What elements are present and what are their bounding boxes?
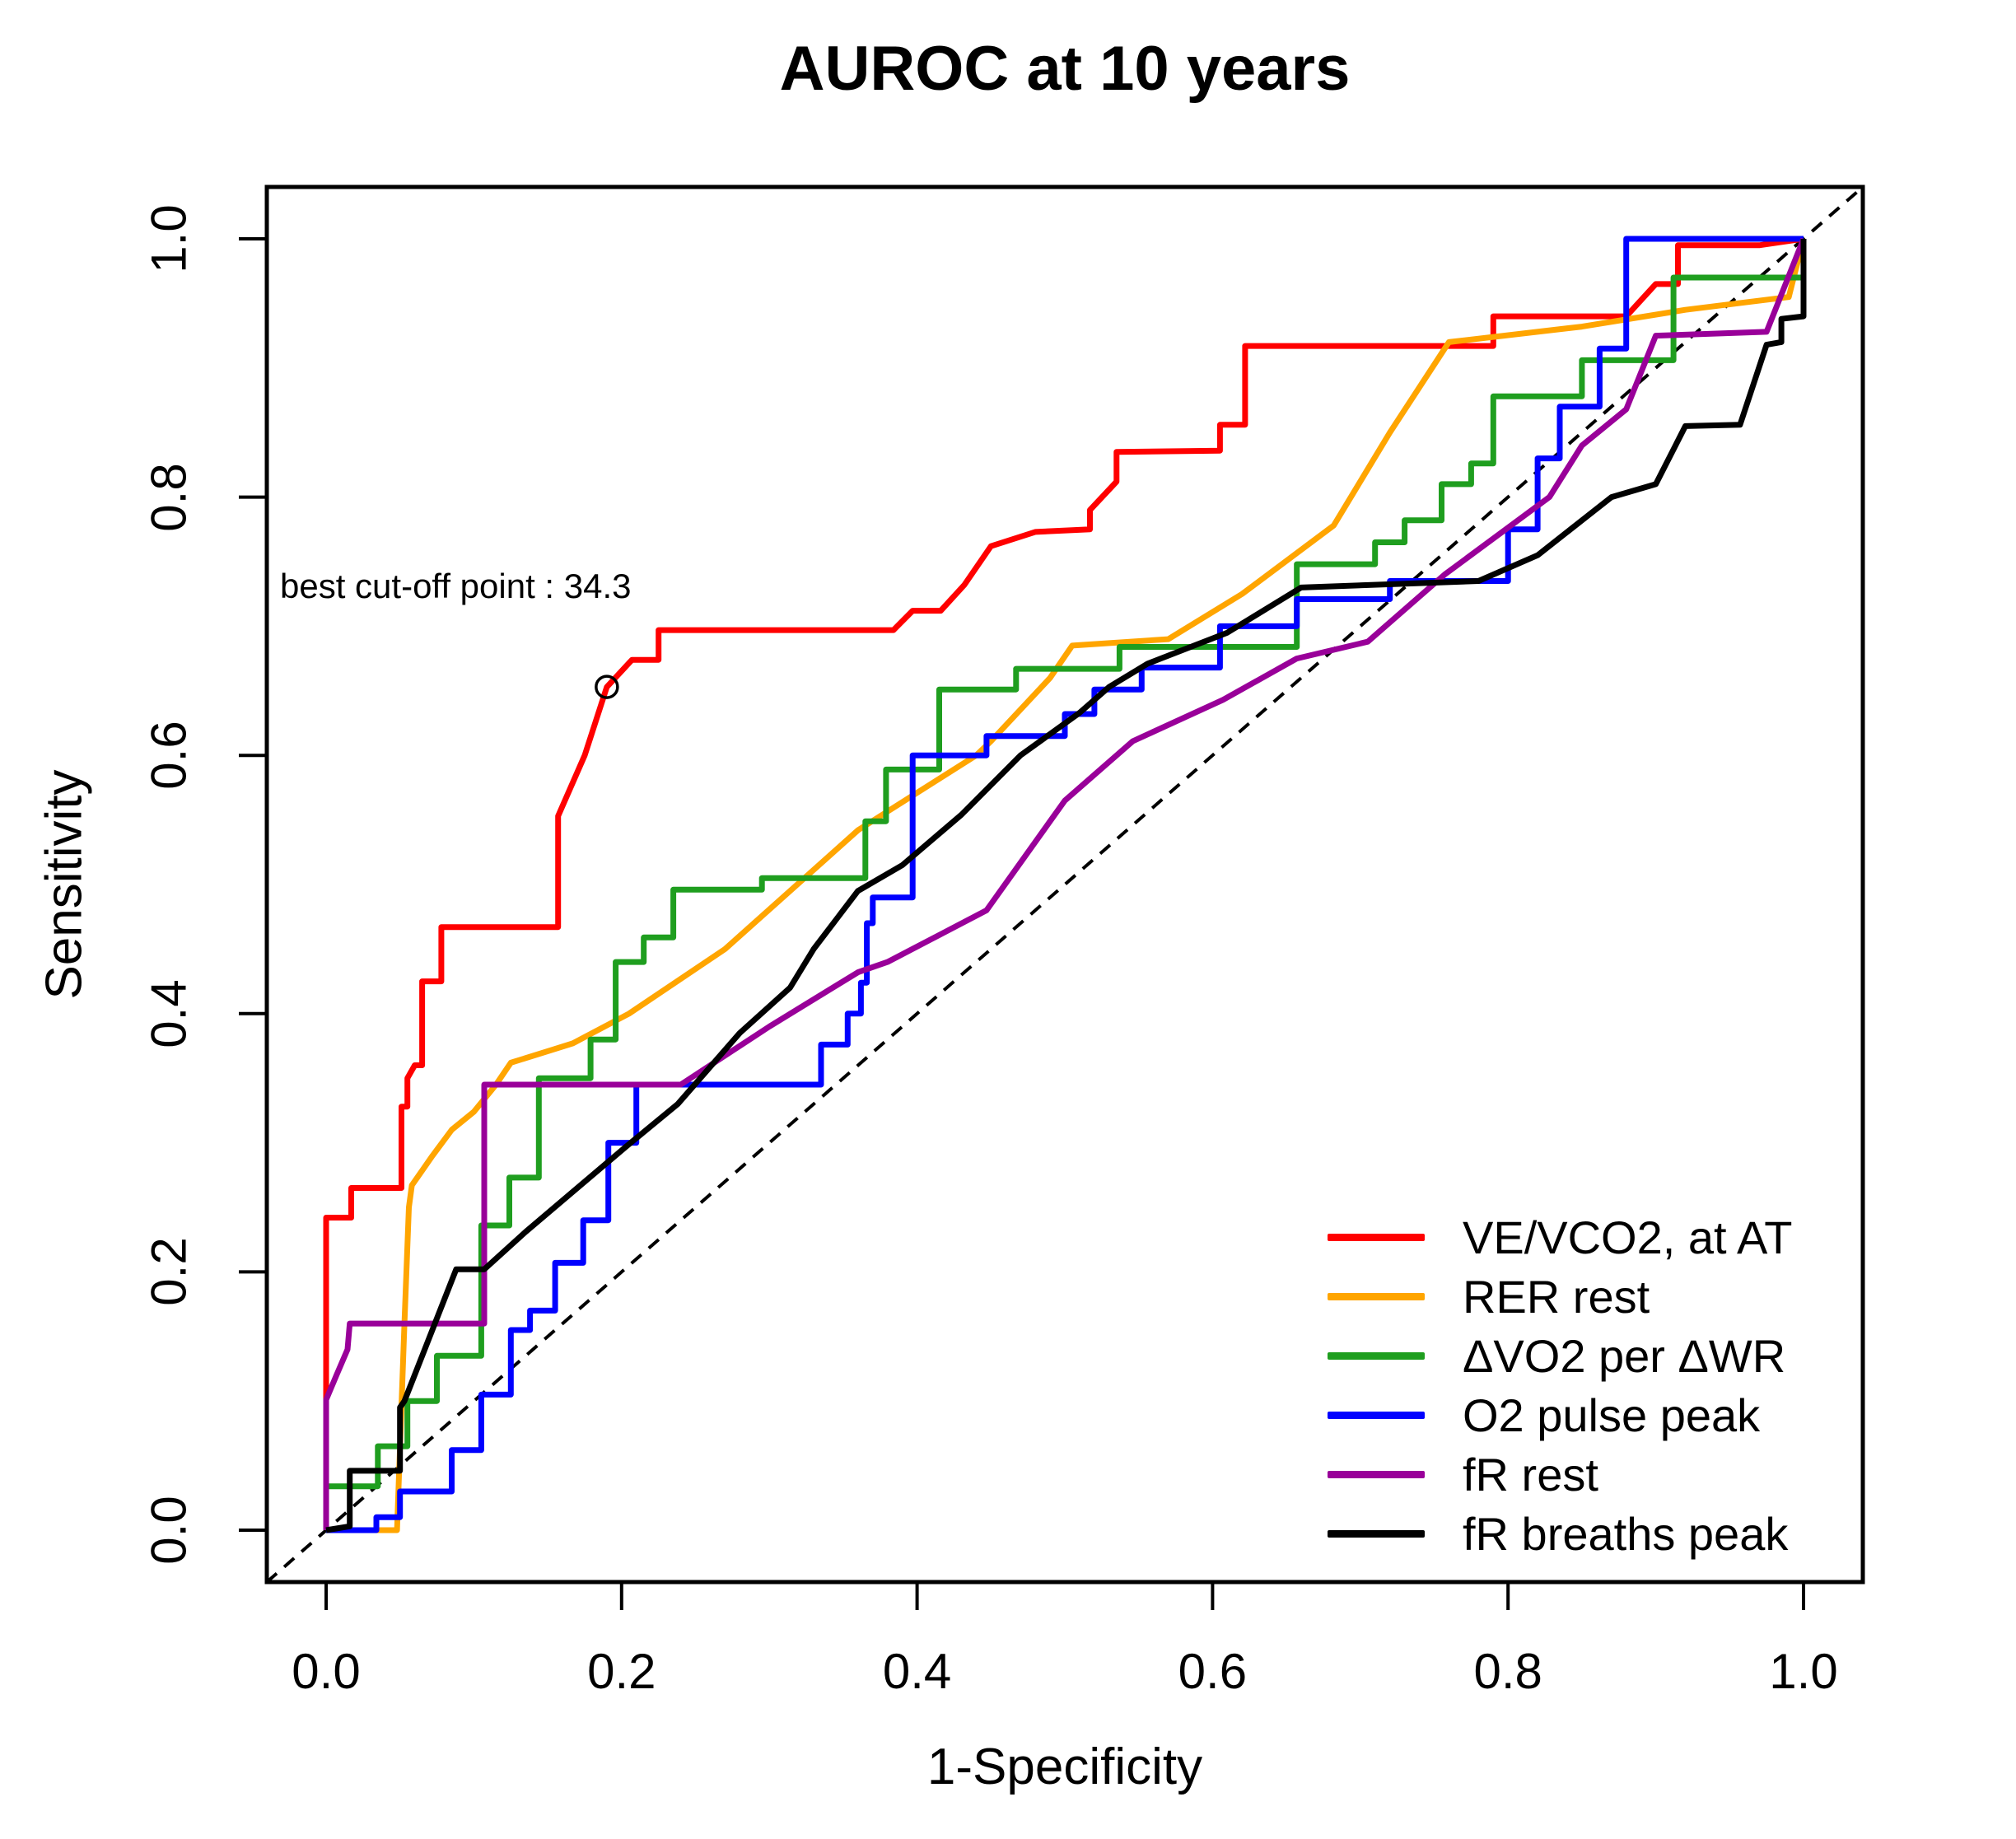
legend-line-swatch	[1328, 1292, 1425, 1300]
y-tick-label: 1.0	[141, 204, 197, 273]
legend-line-swatch	[1328, 1411, 1425, 1419]
roc-curve-fr-rest	[323, 237, 1807, 1530]
x-tick-label: 0.0	[292, 1644, 361, 1699]
legend-item: ΔVO2 per ΔWR	[1328, 1326, 1785, 1385]
legend-line-swatch	[1328, 1351, 1425, 1360]
x-tick-label: 0.2	[587, 1644, 656, 1699]
legend-item-label: O2 pulse peak	[1463, 1389, 1761, 1441]
y-tick-label: 0.8	[141, 462, 197, 532]
legend-item: RER rest	[1328, 1267, 1650, 1326]
legend-item-label: VE/VCO2, at AT	[1463, 1211, 1793, 1263]
legend-item-label: RER rest	[1463, 1270, 1650, 1323]
x-tick-label: 0.6	[1178, 1644, 1248, 1699]
legend-item: VE/VCO2, at AT	[1328, 1207, 1792, 1267]
best-cutoff-annotation: best cut-off point : 34.3	[280, 567, 632, 605]
legend-item-label: fR breaths peak	[1463, 1507, 1789, 1560]
x-axis-label: 1-Specificity	[926, 1739, 1203, 1795]
y-tick-label: 0.0	[141, 1496, 197, 1565]
y-tick-label: 0.6	[141, 721, 197, 790]
chart-title: AUROC at 10 years	[779, 34, 1351, 104]
x-tick-label: 1.0	[1769, 1644, 1838, 1699]
x-tick-label: 0.8	[1473, 1644, 1542, 1699]
roc-curve-ve-vco2-at-at	[323, 236, 1804, 1530]
legend-line-swatch	[1328, 1233, 1425, 1241]
legend-item: fR breaths peak	[1328, 1504, 1788, 1563]
x-tick-label: 0.4	[882, 1644, 952, 1699]
legend-item: fR rest	[1328, 1445, 1598, 1504]
legend-line-swatch	[1328, 1529, 1425, 1538]
y-tick-label: 0.4	[141, 979, 197, 1048]
best-cutoff-marker	[595, 674, 619, 699]
legend-line-swatch	[1328, 1470, 1425, 1478]
roc-curve--vo2-per-wr	[323, 239, 1807, 1530]
legend-item-label: fR rest	[1463, 1448, 1598, 1501]
roc-curve-fr-breaths-peak	[325, 239, 1807, 1533]
y-tick-label: 0.2	[141, 1237, 197, 1307]
y-axis-label: Sensitivity	[35, 769, 93, 1000]
roc-curve-rer-rest	[326, 238, 1807, 1533]
reference-diagonal-line	[265, 185, 1864, 1584]
plot-border-box	[264, 184, 1865, 1585]
legend-item-label: ΔVO2 per ΔWR	[1463, 1329, 1786, 1382]
legend-item: O2 pulse peak	[1328, 1385, 1760, 1445]
roc-curve-o2-pulse-peak	[326, 236, 1804, 1533]
